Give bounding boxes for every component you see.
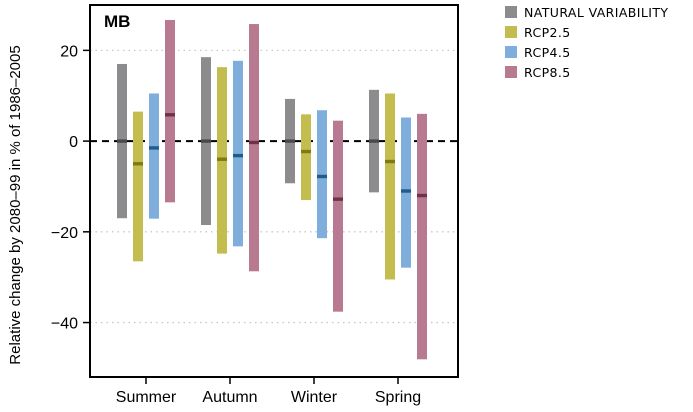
y-tick-label: 20 <box>60 43 78 60</box>
legend-label: NATURAL VARIABILITY <box>524 5 668 20</box>
median-marker <box>417 193 427 198</box>
plot-frame <box>89 4 459 378</box>
median-marker <box>301 149 311 154</box>
y-axis-label: Relative change by 2080–99 in % of 1986–… <box>7 45 24 364</box>
legend-swatch <box>505 26 517 38</box>
median-marker <box>149 146 159 150</box>
x-tick-label: Autumn <box>202 389 257 406</box>
y-tick-label: −40 <box>51 316 78 333</box>
legend-label: RCP2.5 <box>524 25 571 40</box>
median-marker <box>165 113 175 117</box>
bar <box>385 93 395 280</box>
bar <box>301 114 311 201</box>
gridlines <box>90 49 458 324</box>
legend: NATURAL VARIABILITY RCP2.5 RCP4.5 RCP8.5 <box>505 5 668 80</box>
legend-swatch <box>505 66 517 78</box>
bar <box>233 60 243 247</box>
y-tick-label: 0 <box>69 134 78 151</box>
x-axis-ticks: Summer Autumn Winter Spring <box>116 377 421 406</box>
y-tick-label: −20 <box>51 225 78 242</box>
median-markers <box>117 113 427 201</box>
bar <box>165 19 175 203</box>
x-tick-label: Spring <box>375 389 421 406</box>
bar <box>333 120 343 312</box>
panel-label: MB <box>104 12 130 31</box>
median-marker <box>285 139 295 143</box>
median-marker <box>385 159 395 164</box>
median-marker <box>369 139 379 143</box>
legend-swatch <box>505 46 517 58</box>
legend-label: RCP4.5 <box>524 45 571 60</box>
median-marker <box>333 197 343 201</box>
x-tick-label: Summer <box>116 389 177 406</box>
median-marker <box>117 139 127 143</box>
legend-swatch <box>505 6 517 18</box>
median-marker <box>401 189 411 193</box>
median-marker <box>201 139 211 143</box>
median-marker <box>217 157 227 161</box>
median-marker <box>133 162 143 166</box>
bar <box>417 113 427 360</box>
x-tick-label: Winter <box>291 389 338 406</box>
bar <box>249 24 259 272</box>
median-marker <box>233 153 243 158</box>
median-marker <box>317 174 327 179</box>
y-axis-ticks: −40 −20 0 20 <box>51 43 90 333</box>
bar <box>133 111 143 262</box>
bar <box>149 93 159 219</box>
bar <box>317 110 327 239</box>
range-bars <box>117 19 427 360</box>
median-marker <box>249 140 259 145</box>
legend-label: RCP8.5 <box>524 65 571 80</box>
